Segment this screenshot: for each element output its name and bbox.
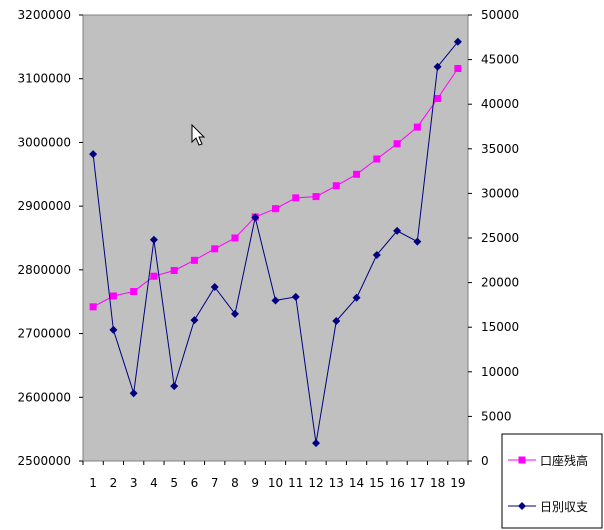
data-point-daily [170,382,179,391]
x-axis-tick-label: 4 [150,476,158,490]
legend-box [501,433,603,529]
right-axis-tick-label: 50000 [481,8,519,22]
x-axis-tick-label: 12 [308,476,323,490]
data-point-balance [109,292,117,300]
x-axis-tick-label: 2 [110,476,118,490]
right-axis-tick-label: 15000 [481,320,519,334]
right-axis-tick-label: 5000 [481,409,512,423]
x-axis-tick-label: 10 [268,476,283,490]
data-point-balance [231,234,239,242]
data-point-balance [373,155,381,163]
data-point-balance [150,272,158,280]
mouse-cursor-icon [191,123,206,146]
data-point-daily [433,62,442,71]
left-axis-tick-label: 2900000 [18,199,71,213]
data-point-daily [372,250,381,259]
x-axis-tick-label: 11 [288,476,303,490]
data-point-daily [129,389,138,398]
plot-area [82,14,469,462]
data-point-balance [413,123,421,131]
left-axis-tick-label: 2800000 [18,263,71,277]
data-point-balance [130,288,138,296]
x-axis-tick-label: 5 [170,476,178,490]
data-point-daily [413,237,422,246]
data-point-daily [271,296,280,305]
data-point-daily [89,150,98,159]
data-point-balance [170,266,178,274]
data-point-daily [291,292,300,301]
left-axis-tick-label: 2500000 [18,454,71,468]
right-axis-tick-label: 40000 [481,97,519,111]
legend-label-daily: 日別収支 [540,500,588,514]
legend: 口座残高 日別収支 [501,433,603,529]
right-axis-tick-label: 25000 [481,231,519,245]
data-point-daily [109,325,118,334]
left-axis-tick-label: 3000000 [18,135,71,149]
right-axis-tick-label: 30000 [481,186,519,200]
x-axis-tick-label: 6 [191,476,199,490]
data-point-balance [353,170,361,178]
data-point-balance [312,193,320,201]
left-axis: 2500000 2600000 2700000 2800000 2900000 30000… [18,8,83,468]
data-point-balance [211,245,219,253]
right-axis-tick-label: 0 [481,454,489,468]
x-axis-tick-label: 16 [389,476,404,490]
x-axis-tick-label: 18 [430,476,445,490]
legend-marker-daily [518,502,526,510]
data-point-daily [190,316,199,325]
x-axis-tick-label: 14 [349,476,364,490]
left-axis-tick-label: 2700000 [18,327,71,341]
data-point-balance [434,94,442,102]
left-axis-tick-label: 3100000 [18,72,71,86]
data-point-daily [352,293,361,302]
data-point-balance [89,303,97,311]
x-axis-tick-label: 13 [329,476,344,490]
x-axis-tick-label: 9 [251,476,259,490]
data-point-daily [230,309,239,318]
legend-label-balance: 口座残高 [540,453,588,468]
data-point-balance [454,65,462,73]
data-point-daily [332,316,341,325]
x-axis-tick-label: 8 [231,476,239,490]
data-point-daily [453,37,462,46]
data-point-daily [149,235,158,244]
data-point-daily [210,283,219,292]
data-point-balance [332,182,340,190]
data-point-balance [190,256,198,264]
x-axis-tick-label: 3 [130,476,138,490]
right-axis-tick-label: 45000 [481,53,519,67]
x-axis-tick-label: 7 [211,476,219,490]
x-axis-tick-label: 19 [450,476,465,490]
series-layer [89,37,462,448]
x-axis-tick-label: 15 [369,476,384,490]
left-axis-tick-label: 2600000 [18,390,71,404]
x-axis-tick-label: 1 [89,476,97,490]
x-axis-tick-label: 17 [410,476,425,490]
left-axis-tick-label: 3200000 [18,8,71,22]
right-axis-tick-label: 10000 [481,365,519,379]
right-axis-tick-label: 20000 [481,276,519,290]
legend-marker-balance [518,456,526,464]
right-axis: 0 5000 10000 15000 20000 25000 30000 35000 40000… [468,8,519,468]
x-axis: 1 2 3 4 5 6 7 8 9 10 11 12 13 14 15 16 17 18 19 [82,461,469,490]
data-point-daily [251,213,260,222]
data-point-daily [312,439,321,448]
data-point-daily [393,226,402,235]
data-point-balance [292,194,300,202]
data-point-balance [393,140,401,148]
data-point-balance [272,205,279,213]
right-axis-tick-label: 35000 [481,142,519,156]
